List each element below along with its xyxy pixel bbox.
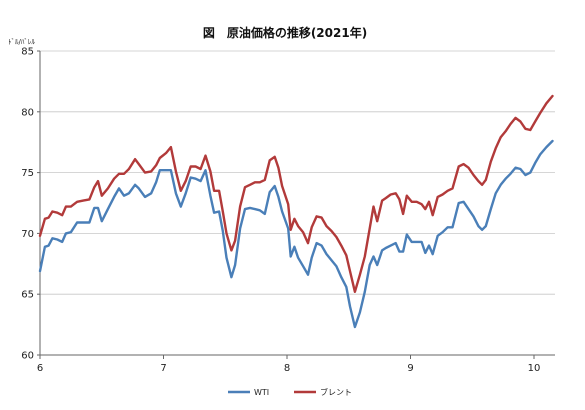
y-tick-label: 75 <box>21 168 34 179</box>
axis-layer: 60 65 70 75 80 85 6 7 8 9 10 <box>21 47 555 374</box>
legend-label: ブレント <box>320 387 352 397</box>
x-tick-label: 7 <box>160 363 166 374</box>
series-line-brent <box>38 94 554 293</box>
y-tick-label: 60 <box>21 351 34 362</box>
series-line-wti <box>38 139 554 329</box>
y-axis-unit-label: ﾄﾞﾙ/ﾊﾞﾚﾙ <box>8 38 35 46</box>
series-layer <box>38 94 554 329</box>
grid-layer <box>40 50 555 356</box>
chart-title: 図 原油価格の推移(2021年) <box>203 25 367 40</box>
y-tick-label: 65 <box>21 290 34 301</box>
y-tick-label: 85 <box>21 47 34 58</box>
y-tick-label: 70 <box>21 229 34 240</box>
x-tick-label: 9 <box>407 363 413 374</box>
y-tick-label: 80 <box>21 107 34 118</box>
x-tick-label: 8 <box>284 363 290 374</box>
x-tick-label: 6 <box>37 363 43 374</box>
x-tick-label: 10 <box>528 363 541 374</box>
legend: WTI ブレント <box>228 387 352 397</box>
legend-label: WTI <box>254 388 269 397</box>
